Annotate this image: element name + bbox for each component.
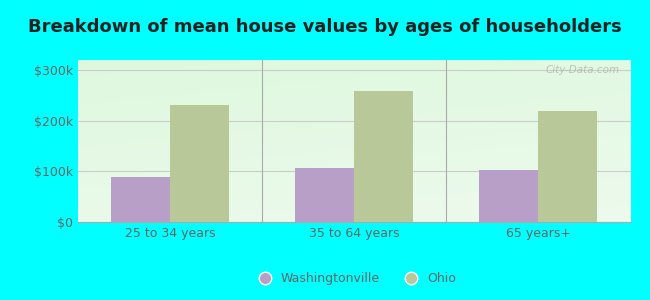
Text: City-Data.com: City-Data.com [545,65,619,75]
Bar [111,177,170,222]
Legend: Washingtonville, Ohio: Washingtonville, Ohio [247,267,462,290]
Bar [480,170,538,222]
Bar [538,111,597,222]
Bar [354,92,413,222]
Bar [295,168,354,222]
Bar [170,105,229,222]
Text: Breakdown of mean house values by ages of householders: Breakdown of mean house values by ages o… [28,18,622,36]
